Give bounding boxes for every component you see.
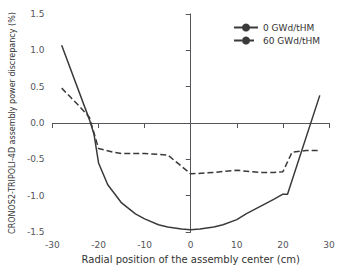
svg-text:-1.5: -1.5 bbox=[27, 227, 45, 237]
svg-text:-20: -20 bbox=[91, 240, 106, 250]
svg-text:0.5: 0.5 bbox=[30, 82, 44, 92]
svg-text:1.0: 1.0 bbox=[30, 45, 45, 55]
svg-text:20: 20 bbox=[277, 240, 289, 250]
svg-text:-0.5: -0.5 bbox=[27, 154, 45, 164]
svg-text:30: 30 bbox=[323, 240, 335, 250]
svg-text:0.0: 0.0 bbox=[30, 118, 45, 128]
svg-text:-10: -10 bbox=[137, 240, 152, 250]
svg-text:0: 0 bbox=[188, 240, 194, 250]
svg-text:-1.0: -1.0 bbox=[27, 191, 45, 201]
svg-text:Radial position of the assembl: Radial position of the assembly center (… bbox=[82, 254, 300, 265]
svg-text:10: 10 bbox=[231, 240, 243, 250]
svg-text:0 GWd/tHM: 0 GWd/tHM bbox=[263, 23, 314, 33]
svg-text:-30: -30 bbox=[45, 240, 60, 250]
svg-text:60 GWd/tHM: 60 GWd/tHM bbox=[263, 36, 320, 46]
svg-text:1.5: 1.5 bbox=[30, 9, 44, 19]
svg-text:CRONOS2-TRIPOLI-4D assembly po: CRONOS2-TRIPOLI-4D assembly power discre… bbox=[8, 12, 17, 234]
